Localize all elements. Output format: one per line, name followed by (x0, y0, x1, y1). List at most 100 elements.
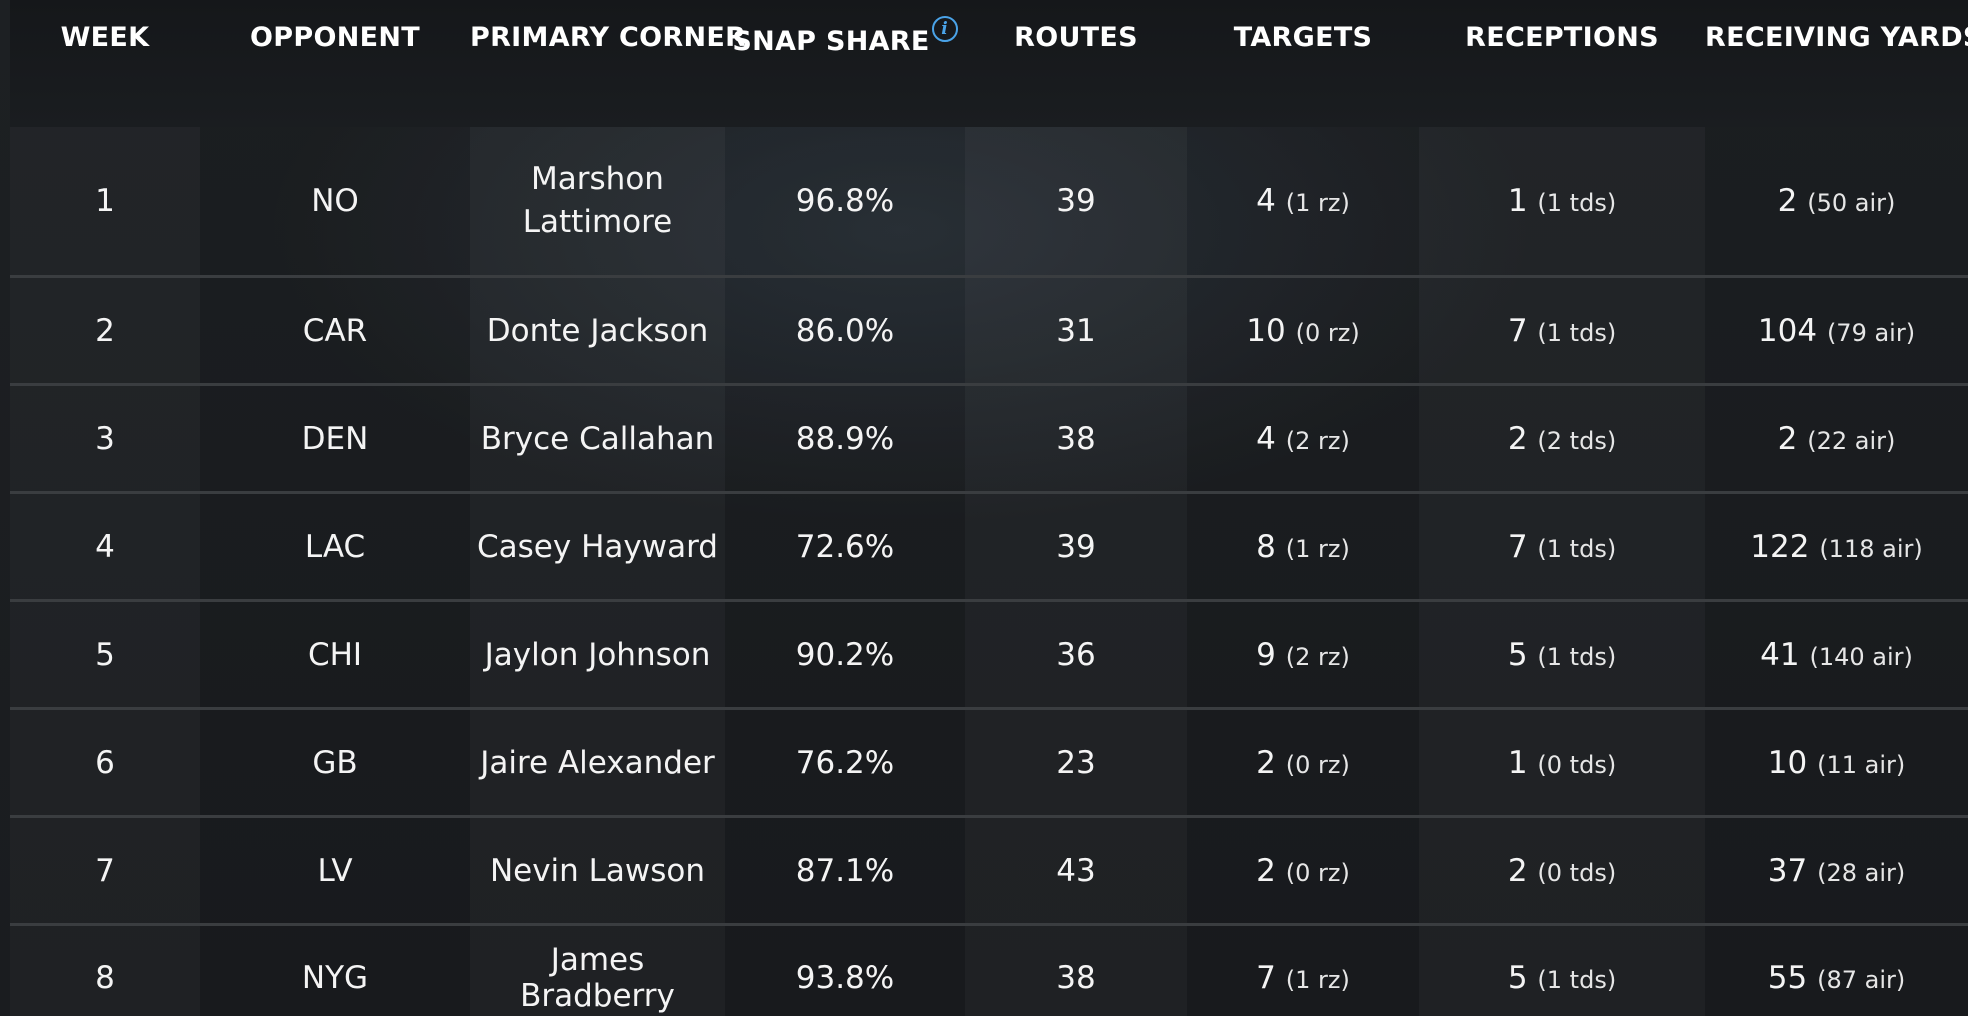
snap-share-cell: 88.9% (725, 384, 965, 494)
targets-rz: (1 rz) (1285, 189, 1350, 217)
yards-cell: 10 (11 air) (1705, 708, 1968, 818)
receptions-value: 7 (1507, 528, 1528, 565)
header-row: WEEK OPPONENT PRIMARY CORNER SNAP SHARE i… (10, 0, 1968, 127)
targets-rz: (1 rz) (1285, 534, 1350, 563)
yards-air: (22 air) (1807, 426, 1896, 455)
receptions-tds: (1 tds) (1537, 318, 1617, 347)
receptions-cell: 1 (1 tds) (1419, 127, 1705, 278)
routes-cell: 43 (965, 816, 1187, 926)
receptions-tds: (0 tds) (1537, 750, 1617, 779)
yards-value: 41 (1760, 636, 1800, 673)
corner-cell: Marshon Lattimore (470, 127, 725, 278)
yards-value: 104 (1757, 312, 1818, 349)
targets-cell: 10 (0 rz) (1187, 276, 1419, 386)
routes-cell: 36 (965, 600, 1187, 710)
yards-value: 2 (1777, 420, 1798, 457)
targets-value: 4 (1256, 183, 1276, 219)
targets-value: 2 (1256, 852, 1276, 889)
targets-cell: 7 (1 rz) (1187, 924, 1419, 1016)
header-snap-share[interactable]: SNAP SHARE i (725, 0, 965, 127)
week-cell: 8 (10, 925, 200, 1016)
targets-cell: 2 (0 rz) (1187, 708, 1419, 818)
week-cell: 6 (10, 708, 200, 818)
receptions-cell: 7 (1 tds) (1419, 492, 1705, 602)
header-targets[interactable]: TARGETS (1187, 0, 1419, 127)
yards-air: (140 air) (1809, 642, 1913, 671)
header-routes[interactable]: ROUTES (965, 0, 1187, 127)
matchup-stats-table: WEEK OPPONENT PRIMARY CORNER SNAP SHARE i… (10, 0, 1968, 1016)
corner-cell: James Bradberry (470, 925, 725, 1016)
snap-share-cell: 96.8% (725, 127, 965, 278)
yards-cell: 104 (79 air) (1705, 276, 1968, 386)
week-cell: 5 (10, 600, 200, 710)
receptions-tds: (1 tds) (1537, 189, 1617, 217)
routes-cell: 38 (965, 384, 1187, 494)
header-snap-share-label: SNAP SHARE (732, 26, 930, 57)
opponent-cell: NYG (200, 924, 470, 1016)
snap-share-cell: 93.8% (725, 924, 965, 1016)
table-row: 7 LV Nevin Lawson 87.1% 43 2 (0 rz) 2 (0… (10, 816, 1968, 926)
targets-rz: (0 rz) (1285, 750, 1350, 779)
routes-cell: 39 (965, 492, 1187, 602)
targets-cell: 8 (1 rz) (1187, 492, 1419, 602)
corner-cell: Jaire Alexander (470, 708, 725, 818)
header-opponent[interactable]: OPPONENT (200, 0, 470, 127)
yards-cell: 55 (87 air) (1705, 924, 1968, 1016)
opponent-cell: LV (200, 816, 470, 926)
opponent-cell: LAC (200, 492, 470, 602)
receptions-cell: 5 (1 tds) (1419, 925, 1705, 1016)
table-row: 8 NYG James Bradberry 93.8% 38 7 (1 rz) … (10, 924, 1968, 1016)
targets-value: 2 (1256, 744, 1276, 781)
receptions-cell: 2 (2 tds) (1419, 384, 1705, 494)
targets-rz: (1 rz) (1285, 966, 1350, 994)
table-row: 6 GB Jaire Alexander 76.2% 23 2 (0 rz) 1… (10, 708, 1968, 818)
corner-cell: Casey Hayward (470, 492, 725, 602)
table-row: 1 NO Marshon Lattimore 96.8% 39 4 (1 rz)… (10, 127, 1968, 278)
week-cell: 2 (10, 276, 200, 386)
receptions-value: 2 (1507, 852, 1528, 889)
yards-air: (79 air) (1826, 318, 1916, 347)
targets-value: 9 (1256, 636, 1276, 673)
week-cell: 1 (10, 127, 200, 278)
corner-cell: Nevin Lawson (470, 816, 725, 926)
table-row: 2 CAR Donte Jackson 86.0% 31 10 (0 rz) 7… (10, 276, 1968, 386)
receptions-cell: 1 (0 tds) (1419, 708, 1705, 818)
receptions-value: 2 (1507, 420, 1528, 457)
header-receiving-yards[interactable]: RECEIVING YARDS (1705, 0, 1968, 127)
yards-cell: 122 (118 air) (1705, 492, 1968, 602)
opponent-cell: CAR (200, 276, 470, 386)
header-primary-corner[interactable]: PRIMARY CORNER (470, 0, 746, 127)
yards-cell: 41 (140 air) (1705, 600, 1968, 710)
table-row: 5 CHI Jaylon Johnson 90.2% 36 9 (2 rz) 5… (10, 600, 1968, 710)
targets-value: 7 (1256, 960, 1276, 996)
header-receptions[interactable]: RECEPTIONS (1419, 0, 1705, 127)
yards-value: 122 (1750, 528, 1810, 565)
yards-air: (28 air) (1817, 858, 1906, 887)
targets-cell: 4 (1 rz) (1187, 127, 1419, 278)
routes-cell: 38 (965, 925, 1187, 1016)
yards-cell: 2 (50 air) (1705, 127, 1968, 278)
yards-air: (87 air) (1817, 966, 1906, 994)
table-row: 3 DEN Bryce Callahan 88.9% 38 4 (2 rz) 2… (10, 384, 1968, 494)
receptions-value: 5 (1507, 960, 1528, 996)
yards-value: 10 (1767, 744, 1808, 781)
targets-cell: 9 (2 rz) (1187, 600, 1419, 710)
routes-cell: 23 (965, 708, 1187, 818)
routes-cell: 39 (965, 127, 1187, 278)
receptions-tds: (2 tds) (1537, 426, 1617, 455)
yards-cell: 2 (22 air) (1705, 384, 1968, 494)
corner-cell: Donte Jackson (470, 276, 725, 386)
header-week[interactable]: WEEK (10, 0, 200, 127)
opponent-cell: NO (200, 127, 470, 278)
opponent-cell: DEN (200, 384, 470, 494)
corner-name: Marshon Lattimore (522, 160, 673, 240)
info-icon[interactable]: i (931, 16, 958, 42)
yards-air: (11 air) (1817, 750, 1906, 779)
yards-value: 55 (1767, 960, 1808, 996)
routes-cell: 31 (965, 276, 1187, 386)
opponent-cell: CHI (200, 600, 470, 710)
targets-value: 8 (1256, 528, 1276, 565)
week-cell: 7 (10, 816, 200, 926)
targets-cell: 4 (2 rz) (1187, 384, 1419, 494)
corner-cell: Bryce Callahan (470, 384, 725, 494)
